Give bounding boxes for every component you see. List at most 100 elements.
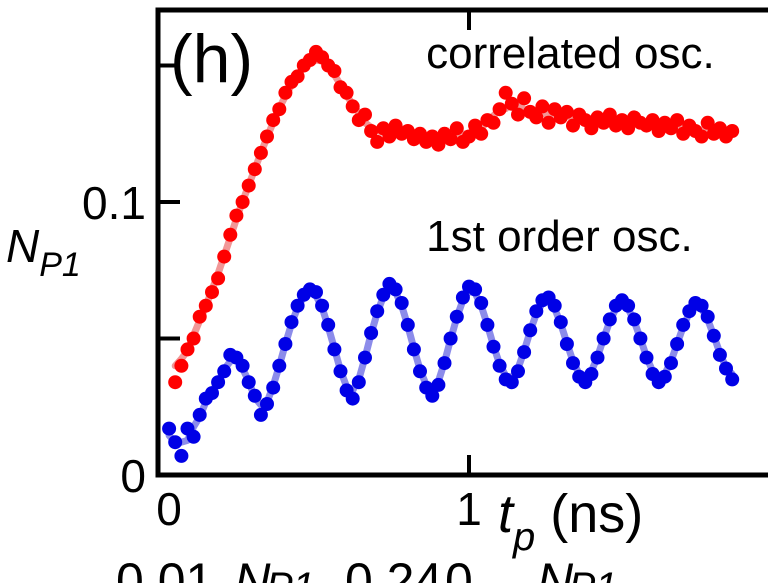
first-order-point	[211, 375, 226, 390]
bottom-fragment: 0	[445, 553, 473, 583]
correlated-point	[253, 145, 268, 160]
first-order-point	[566, 356, 580, 371]
first-order-point	[712, 347, 727, 362]
first-order-point	[504, 375, 519, 390]
first-order-point	[511, 364, 525, 379]
correlated-point	[266, 113, 281, 128]
first-order-point	[670, 337, 685, 351]
correlated-point	[474, 126, 489, 141]
first-order-point	[247, 388, 262, 403]
y-axis-label: NP1	[6, 220, 81, 284]
first-order-point	[364, 326, 379, 340]
first-order-point	[284, 315, 299, 330]
first-order-point	[694, 298, 709, 313]
correlated-point	[602, 107, 617, 122]
correlated-point	[492, 102, 507, 117]
correlated-point	[725, 124, 740, 138]
correlated-point	[517, 91, 532, 106]
bottom-fragment: 0.24	[345, 553, 442, 583]
first-order-point	[321, 317, 336, 332]
first-order-point	[596, 331, 611, 346]
correlated-point	[235, 195, 250, 209]
correlated-point	[198, 298, 213, 313]
correlated-point	[229, 208, 244, 223]
first-order-point	[406, 342, 421, 357]
correlated-point	[670, 113, 685, 128]
first-order-point	[376, 287, 391, 302]
first-order-point	[388, 282, 403, 297]
first-order-point	[639, 350, 654, 365]
correlated-point	[241, 178, 256, 193]
x-tick-label: 0	[156, 483, 182, 535]
first-order-point	[290, 298, 305, 313]
first-order-point	[590, 350, 605, 365]
correlated-point	[449, 121, 464, 136]
correlated-point	[529, 110, 544, 125]
first-order-point	[725, 372, 740, 387]
first-order-point	[676, 317, 691, 332]
first-order-point	[345, 391, 360, 406]
series-label: 1st order osc.	[426, 212, 693, 261]
correlated-point	[486, 115, 501, 130]
first-order-point	[370, 304, 385, 319]
correlated-point	[370, 134, 385, 149]
correlated-point	[272, 102, 287, 117]
correlated-point	[247, 162, 262, 177]
correlated-point	[192, 309, 207, 324]
panel-label: (h)	[170, 21, 253, 97]
bottom-fragment: 0.01	[116, 553, 213, 583]
first-order-point	[468, 282, 483, 297]
axes	[155, 7, 768, 478]
first-order-point	[602, 312, 617, 327]
correlated-point	[621, 121, 636, 136]
first-order-point	[431, 377, 446, 392]
correlated-point	[205, 285, 219, 300]
first-order-point	[168, 435, 183, 450]
correlated-point	[290, 69, 305, 84]
first-order-point	[400, 317, 415, 332]
correlated-point	[382, 129, 397, 144]
first-order-point	[633, 331, 648, 346]
correlated-point	[535, 99, 550, 114]
correlated-point	[223, 227, 238, 242]
correlated-point	[462, 129, 476, 144]
first-order-point	[486, 339, 501, 354]
first-order-point	[217, 364, 232, 379]
y-tick-label: 0.1	[82, 177, 146, 229]
correlated-point	[645, 113, 660, 128]
first-order-point	[621, 298, 636, 313]
first-order-point	[706, 328, 721, 343]
series-label: correlated osc.	[426, 29, 715, 78]
first-order-point	[253, 407, 268, 422]
x-tick-label: 1	[456, 483, 482, 535]
first-order-point	[192, 407, 207, 422]
first-order-point	[719, 361, 733, 376]
correlated-point	[186, 331, 201, 346]
bottom-fragment: P1	[266, 565, 315, 583]
first-order-point	[333, 364, 348, 379]
correlated-point	[498, 85, 513, 100]
correlated-point	[443, 132, 458, 147]
first-order-point	[474, 296, 489, 310]
first-order-point	[241, 375, 256, 390]
first-order-point	[260, 397, 274, 411]
first-order-point	[413, 364, 427, 379]
first-order-point	[205, 386, 219, 401]
correlated-point	[327, 64, 342, 78]
first-order-point	[529, 304, 544, 319]
first-order-point	[351, 375, 366, 390]
chart-text: 0 0.1 0 1 correlated osc. 1st order osc. (h) NP…	[6, 21, 715, 583]
correlated-point	[339, 85, 354, 100]
first-order-point	[437, 356, 452, 371]
first-order-point	[517, 345, 532, 360]
first-order-point	[174, 448, 189, 463]
first-order-point	[443, 331, 458, 346]
first-order-point	[327, 342, 342, 357]
first-order-point	[664, 356, 678, 371]
first-order-point	[584, 367, 599, 381]
first-order-point	[559, 337, 574, 351]
correlated-point	[504, 96, 519, 111]
first-order-point	[358, 350, 372, 365]
first-order-point	[235, 358, 250, 373]
